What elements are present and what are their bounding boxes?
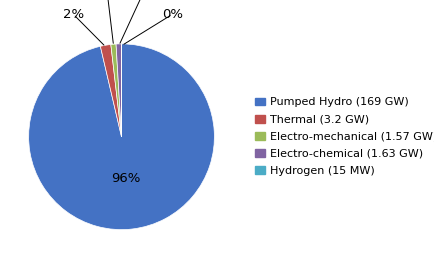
Legend: Pumped Hydro (169 GW), Thermal (3.2 GW), Electro-mechanical (1.57 GW), Electro-c: Pumped Hydro (169 GW), Thermal (3.2 GW),…	[255, 97, 434, 176]
Text: 1%: 1%	[132, 0, 152, 2]
Wedge shape	[116, 44, 122, 137]
Text: 0%: 0%	[162, 8, 183, 21]
Text: 2%: 2%	[62, 8, 84, 21]
Text: 96%: 96%	[112, 172, 141, 185]
Wedge shape	[29, 44, 214, 230]
Wedge shape	[111, 44, 122, 137]
Wedge shape	[100, 44, 122, 137]
Text: 1%: 1%	[97, 0, 118, 2]
